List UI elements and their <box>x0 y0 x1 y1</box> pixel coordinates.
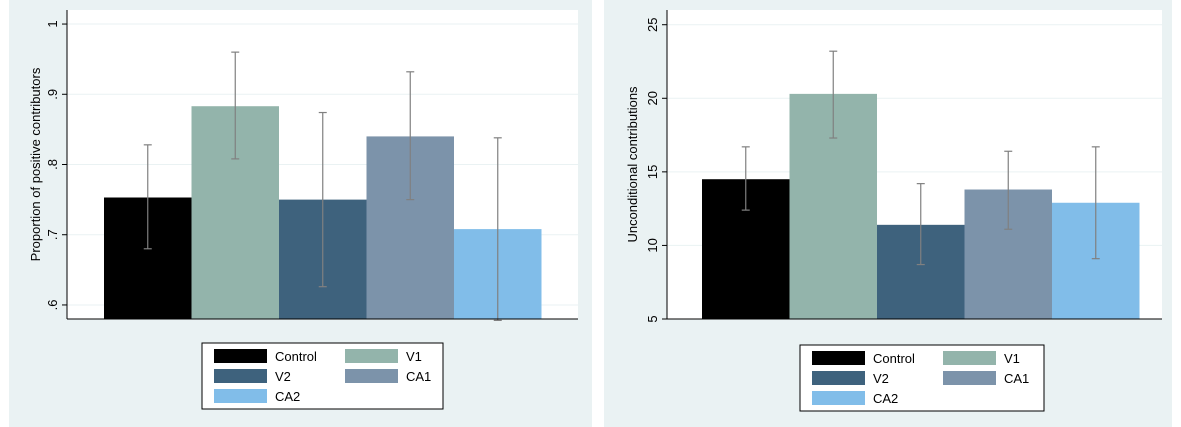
legend-item-ca2: CA2 <box>812 391 898 406</box>
legend-item-ca1: CA1 <box>345 369 431 384</box>
y-tick-label: 15 <box>645 165 660 179</box>
y-tick-label: .6 <box>45 300 60 311</box>
error-bar-v2 <box>916 183 925 266</box>
error-bar-control <box>143 144 152 250</box>
legend-label: Control <box>873 351 915 366</box>
legend-item-ca2: CA2 <box>214 389 300 404</box>
legend-swatch <box>214 349 267 363</box>
y-tick-label: .8 <box>45 159 60 170</box>
legend-swatch <box>345 349 398 363</box>
legend: Control V1 V2 CA1 CA2 <box>799 344 1045 412</box>
error-bar-ca2 <box>1091 146 1100 260</box>
legend-label: Control <box>275 349 317 364</box>
error-bar-v1 <box>829 50 838 139</box>
legend-label: CA2 <box>873 391 898 406</box>
legend-label: V1 <box>406 349 422 364</box>
chart-proportion-positive-contributors: .6 .7 .8 .9 1 Proportion of positive contribu… <box>28 10 578 410</box>
legend-label: CA2 <box>275 389 300 404</box>
y-tick-label: 25 <box>645 17 660 31</box>
legend-label: V2 <box>873 371 889 386</box>
error-bar-ca1 <box>1004 150 1013 230</box>
legend-item-v1: V1 <box>943 351 1020 366</box>
legend-swatch <box>943 371 996 385</box>
error-bar-v2 <box>318 111 327 288</box>
legend: Control V1 V2 CA1 CA2 <box>201 342 444 410</box>
legend-item-v2: V2 <box>812 371 889 386</box>
legend-swatch <box>345 369 398 383</box>
y-axis-title: Proportion of positive contributors <box>28 67 43 261</box>
legend-swatch <box>812 371 865 385</box>
legend-swatch <box>812 351 865 365</box>
y-tick-label: 10 <box>645 238 660 252</box>
legend-label: CA1 <box>406 369 431 384</box>
y-tick-label: 20 <box>645 91 660 105</box>
legend-swatch <box>943 351 996 365</box>
legend-item-ca1: CA1 <box>943 371 1029 386</box>
legend-item-control: Control <box>214 349 317 364</box>
y-tick-label: .7 <box>45 229 60 240</box>
legend-label: CA1 <box>1004 371 1029 386</box>
y-tick-label: 1 <box>45 20 60 27</box>
legend-swatch <box>812 391 865 405</box>
legend-item-v1: V1 <box>345 349 422 364</box>
legend-swatch <box>214 389 267 403</box>
legend-item-control: Control <box>812 351 915 366</box>
legend-swatch <box>214 369 267 383</box>
y-tick-label: .9 <box>45 89 60 100</box>
chart-panel-right: 5 10 15 20 25 Unconditional contributions Cont… <box>604 0 1172 427</box>
chart-unconditional-contributions: 5 10 15 20 25 Unconditional contributions Cont… <box>625 10 1162 412</box>
legend-item-v2: V2 <box>214 369 291 384</box>
y-axis-title: Unconditional contributions <box>625 86 640 243</box>
error-bar-ca1 <box>406 71 415 201</box>
error-bar-control <box>741 146 750 211</box>
legend-label: V1 <box>1004 351 1020 366</box>
error-bar-v1 <box>231 51 240 160</box>
legend-label: V2 <box>275 369 291 384</box>
error-bar-ca2 <box>493 137 502 322</box>
chart-panel-left: .6 .7 .8 .9 1 Proportion of positive contribu… <box>9 0 592 427</box>
y-tick-label: 5 <box>645 315 660 322</box>
